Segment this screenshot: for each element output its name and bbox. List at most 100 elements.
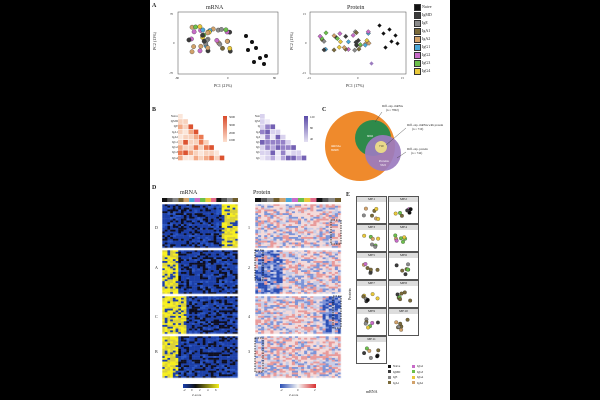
heatmap-cell	[183, 306, 187, 309]
correlation-cell	[183, 134, 188, 140]
heatmap-cell	[167, 244, 171, 247]
heatmap-cell	[294, 209, 299, 212]
heatmap-cell	[304, 215, 308, 218]
heatmap-cell	[294, 275, 299, 278]
heatmap-cell	[279, 205, 283, 208]
heatmap-cell	[227, 303, 231, 306]
heatmap-cell	[205, 363, 209, 366]
heatmap-cell	[186, 224, 190, 227]
heatmap-cell	[331, 246, 336, 249]
heatmap-cell	[298, 324, 302, 327]
heatmap-cell	[224, 279, 228, 282]
heatmap-cell	[282, 324, 286, 327]
heatmap-cell	[235, 218, 239, 221]
heatmap-cell	[186, 244, 190, 247]
heatmap-cell	[219, 306, 222, 309]
heatmap-cell	[319, 270, 323, 273]
heatmap-cell	[229, 296, 233, 299]
heatmap-cell	[205, 272, 209, 275]
heatmap-cell	[316, 262, 320, 265]
heatmap-cell	[178, 354, 182, 357]
heatmap-group-bar	[279, 198, 286, 202]
heatmap-cell	[162, 372, 165, 375]
heatmap-cell	[216, 218, 220, 221]
heatmap-cell	[291, 345, 296, 348]
heatmap-cell	[235, 359, 239, 362]
heatmap-cell	[291, 283, 296, 286]
heatmap-cell	[276, 220, 280, 223]
heatmap-cell	[337, 244, 342, 247]
heatmap-cell	[313, 246, 317, 249]
heatmap-cell	[288, 240, 293, 243]
heatmap-cell	[202, 336, 206, 339]
heatmap-cell	[316, 317, 320, 320]
heatmap-cell	[189, 315, 193, 318]
heatmap-cell	[319, 328, 323, 331]
heatmap-cell	[322, 268, 326, 271]
heatmap-cell	[232, 246, 236, 249]
legend-a-swatch	[414, 68, 421, 75]
heatmap-cell	[325, 324, 329, 327]
heatmap-cell	[186, 315, 190, 318]
heatmap-cell	[291, 301, 296, 304]
heatmap-cell	[273, 275, 277, 278]
heatmap-cell	[301, 261, 305, 264]
heatmap-cell	[224, 215, 228, 218]
heatmap-cell	[172, 240, 176, 243]
heatmap-cell	[255, 319, 259, 322]
correlation-cell	[260, 150, 265, 156]
heatmap-cell	[264, 339, 268, 342]
heatmap-cell	[288, 261, 293, 264]
heatmap-cell	[170, 352, 174, 355]
heatmap-cell	[227, 251, 231, 254]
heatmap-cell	[310, 337, 314, 340]
mrna-pca-point	[220, 45, 225, 51]
heatmap-cell	[334, 277, 339, 280]
heatmap-cell	[255, 315, 259, 318]
correlation-cell	[270, 150, 276, 156]
heatmap-cell	[216, 216, 220, 219]
heatmap-cell	[172, 374, 176, 377]
heatmap-cell	[189, 337, 193, 340]
correlation-cell	[291, 150, 296, 156]
heatmap-cell	[279, 272, 283, 275]
heatmap-cell	[304, 301, 308, 304]
heatmap-cell	[285, 273, 289, 276]
heatmap-cell	[301, 238, 305, 241]
heatmap-cell	[279, 235, 283, 238]
heatmap-cell	[210, 367, 214, 370]
heatmap-cell	[167, 337, 171, 340]
heatmap-cell	[229, 264, 233, 267]
heatmap-cell	[288, 233, 293, 236]
heatmap-cell	[181, 365, 184, 368]
heatmap-cell	[191, 354, 195, 357]
heatmap-cell	[313, 305, 317, 308]
heatmap-cell	[167, 310, 171, 313]
heatmap-cell	[170, 242, 174, 245]
heatmap-cell	[232, 314, 236, 317]
heatmap-cell	[285, 218, 289, 221]
heatmap-cell	[172, 303, 176, 306]
heatmap-cell	[167, 306, 171, 309]
heatmap-cell	[255, 324, 259, 327]
heatmap-cell	[337, 205, 342, 208]
heatmap-cell	[224, 365, 228, 368]
heatmap-cell	[221, 273, 225, 276]
heatmap-cell	[213, 361, 217, 364]
heatmap-cell	[316, 253, 320, 256]
heatmap-cell	[282, 314, 286, 317]
heatmap-cell	[175, 324, 179, 327]
heatmap-cell	[301, 339, 305, 342]
heatmap-cell	[219, 284, 222, 287]
heatmap-cell	[227, 305, 231, 308]
heatmap-cell	[189, 345, 193, 348]
heatmap-cell	[191, 205, 195, 208]
heatmap-cell	[307, 297, 311, 300]
legend-a-swatch	[414, 52, 421, 59]
heatmap-cell	[270, 215, 274, 218]
heatmap-cell	[273, 204, 277, 207]
heatmap-cell	[175, 352, 179, 355]
heatmap-cell	[205, 315, 209, 318]
heatmap-group-bar	[178, 198, 184, 202]
heatmap-cell	[316, 306, 320, 309]
